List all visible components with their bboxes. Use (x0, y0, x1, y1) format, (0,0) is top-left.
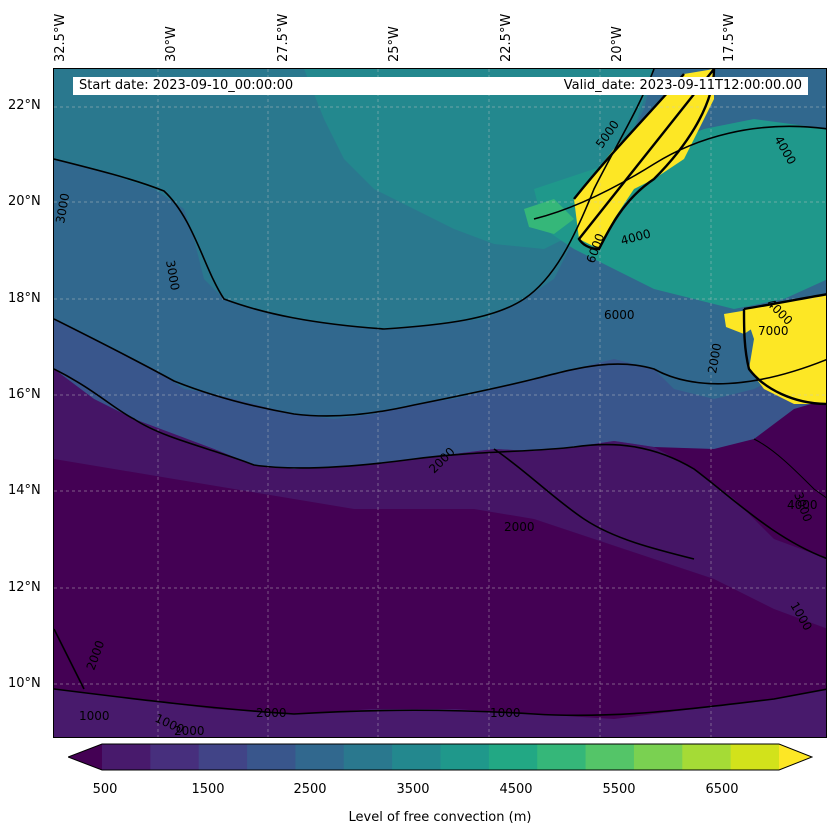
region-1500m (54, 369, 826, 629)
colorbar-segment (102, 744, 151, 770)
lat-label: 20°N (8, 194, 41, 209)
start-date-text: Start date: 2023-09-10_00:00:00 (79, 78, 294, 93)
colorbar-label: Level of free convection (m) (348, 810, 532, 825)
lat-label: 14°N (8, 483, 41, 498)
contour-label-6000-b: 6000 (604, 308, 635, 322)
colorbar-segment (440, 744, 490, 770)
lat-label: 16°N (8, 387, 41, 402)
colorbar-tick: 500 (92, 782, 118, 797)
lon-label: 17.5°W (722, 13, 737, 62)
colorbar-segment (343, 744, 393, 770)
colorbar-tick: 2500 (293, 782, 327, 797)
lon-label: 20°W (610, 26, 625, 62)
lon-label: 22.5°W (499, 13, 514, 62)
lat-label: 18°N (8, 291, 41, 306)
colorbar-segment (682, 744, 732, 770)
contour-label-7000: 7000 (758, 324, 789, 338)
contour-label-2000-e: 2000 (705, 342, 724, 375)
map-panel: 5000 4000 3000 3000 4000 6000 4000 2000 … (53, 68, 827, 738)
colorbar-segment (392, 744, 441, 770)
contour-label-2000-sw: 1000 (79, 709, 110, 723)
colorbar-segment (633, 744, 683, 770)
colorbar-segment (295, 744, 345, 770)
contour-label-1000-s2: 2000 (256, 706, 287, 720)
contour-lines (54, 69, 826, 717)
colorbar-segment (198, 744, 248, 770)
colorbar-extend-min (68, 744, 102, 770)
lon-label: 32.5°W (53, 13, 68, 62)
contour-label-3000-w: 3000 (54, 192, 72, 225)
lfc-contour-map: 5000 4000 3000 3000 4000 6000 4000 2000 … (54, 69, 826, 738)
region-7000m-east-patch (724, 309, 759, 334)
colorbar-tick: 3500 (396, 782, 430, 797)
colorbar-segment (730, 744, 780, 770)
colorbar-extend-max (779, 744, 812, 770)
colorbar (68, 743, 813, 771)
colorbar-segment (247, 744, 296, 770)
contour-label-1000-s: 2000 (174, 724, 205, 738)
lat-label: 22°N (8, 98, 41, 113)
contour-label-3000-c: 3000 (163, 259, 182, 292)
colorbar-segment (585, 744, 635, 770)
contour-label-1000-e2: 4000 (787, 498, 818, 512)
colorbar-outline (68, 743, 813, 771)
colorbar-segment (150, 744, 200, 770)
colorbar-segments (68, 743, 813, 771)
graticule (54, 69, 826, 737)
colorbar-segment (488, 744, 538, 770)
colorbar-tick: 4500 (499, 782, 533, 797)
colorbar-tick: 5500 (602, 782, 636, 797)
lat-label: 12°N (8, 580, 41, 595)
lat-label: 10°N (8, 676, 41, 691)
region-5500m-patch (524, 199, 574, 234)
colorbar-segment (537, 744, 587, 770)
lon-label: 30°W (164, 26, 179, 62)
lon-label: 27.5°W (276, 13, 291, 62)
valid-date-text: Valid_date: 2023-09-11T12:00:00.00 (563, 78, 802, 93)
region-7000m-east (744, 294, 826, 404)
contour-label-2000-se: 1000 (490, 706, 521, 720)
colorbar-tick: 1500 (191, 782, 225, 797)
date-info-bar: Start date: 2023-09-10_00:00:00 Valid_da… (73, 77, 808, 95)
colorbar-tick: 6500 (705, 782, 739, 797)
region-1000m-south (54, 689, 826, 737)
contour-label-2000-s: 2000 (504, 520, 535, 534)
lon-label: 25°W (387, 26, 402, 62)
